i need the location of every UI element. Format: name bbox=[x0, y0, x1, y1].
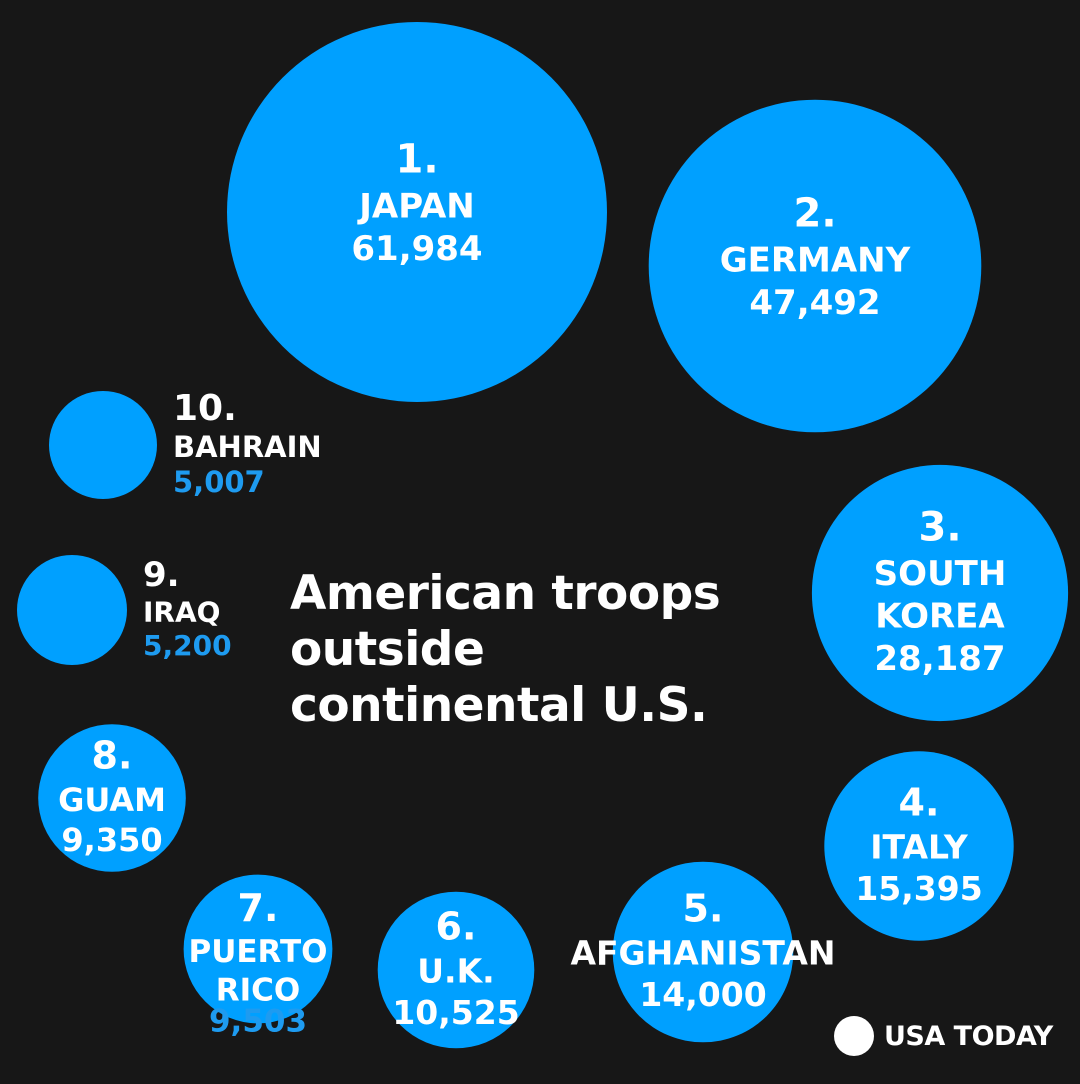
bubble-value-1: 61,984 bbox=[351, 229, 482, 269]
bubble-rank-10: 10. bbox=[173, 388, 237, 429]
bubble-rank-6: 6. bbox=[436, 904, 477, 948]
bubble-5 bbox=[612, 861, 794, 1043]
bubble-rank-9: 9. bbox=[143, 555, 180, 595]
bubble-name-8-1: GUAM bbox=[58, 781, 166, 819]
title-line-1: American troops bbox=[290, 566, 721, 621]
bubble-name-5-1: AFGHANISTAN bbox=[570, 934, 835, 973]
title-line-3: continental U.S. bbox=[290, 678, 708, 733]
bubble-name-3-2: KOREA bbox=[875, 597, 1005, 637]
bubble-1 bbox=[227, 22, 607, 402]
bubble-rank-3: 3. bbox=[918, 504, 961, 550]
bubble-2 bbox=[648, 99, 982, 433]
bubble-10 bbox=[49, 391, 157, 499]
bubble-value-4: 15,395 bbox=[855, 869, 982, 908]
logo-dot-icon bbox=[834, 1016, 874, 1056]
bubble-value-9: 5,200 bbox=[143, 629, 232, 662]
bubble-4 bbox=[824, 751, 1014, 941]
chart-title: American troops outside continental U.S. bbox=[290, 566, 810, 734]
bubble-name-6-1: U.K. bbox=[417, 952, 494, 991]
bubble-value-10: 5,007 bbox=[173, 465, 265, 499]
bubble-7 bbox=[183, 874, 333, 1024]
bubble-name-9-0: IRAQ bbox=[143, 596, 220, 629]
bubble-value-5: 14,000 bbox=[639, 975, 766, 1014]
bubble-3 bbox=[811, 464, 1069, 722]
bubble-6 bbox=[377, 891, 535, 1049]
bubble-value-6: 10,525 bbox=[392, 993, 519, 1032]
bubble-name-2-1: GERMANY bbox=[720, 240, 911, 280]
bubble-9 bbox=[17, 555, 127, 665]
bubble-name-7-1: PUERTO bbox=[188, 934, 327, 970]
bubble-value-7: 9,503 bbox=[209, 1004, 307, 1040]
bubble-name-3-1: SOUTH bbox=[874, 554, 1007, 594]
bubble-rank-7: 7. bbox=[238, 886, 279, 930]
title-line-2: outside bbox=[290, 622, 485, 677]
usa-today-logo: USA TODAY bbox=[834, 1015, 1053, 1057]
bubble-value-8: 9,350 bbox=[61, 821, 162, 859]
bubble-8 bbox=[38, 724, 186, 872]
bubble-rank-1: 1. bbox=[395, 137, 438, 183]
bubble-name-4-1: ITALY bbox=[870, 828, 969, 867]
bubble-rank-2: 2. bbox=[793, 191, 836, 237]
bubble-value-2: 47,492 bbox=[749, 283, 880, 323]
bubble-rank-5: 5. bbox=[683, 886, 724, 930]
bubble-name-7-2: RICO bbox=[216, 973, 301, 1009]
bubble-rank-4: 4. bbox=[899, 780, 940, 824]
bubble-name-10-0: BAHRAIN bbox=[173, 430, 322, 464]
bubble-value-3: 28,187 bbox=[874, 639, 1005, 679]
bubble-name-1-1: JAPAN bbox=[357, 186, 475, 226]
bubble-rank-8: 8. bbox=[92, 734, 133, 778]
logo-text: USA TODAY bbox=[884, 1020, 1053, 1052]
